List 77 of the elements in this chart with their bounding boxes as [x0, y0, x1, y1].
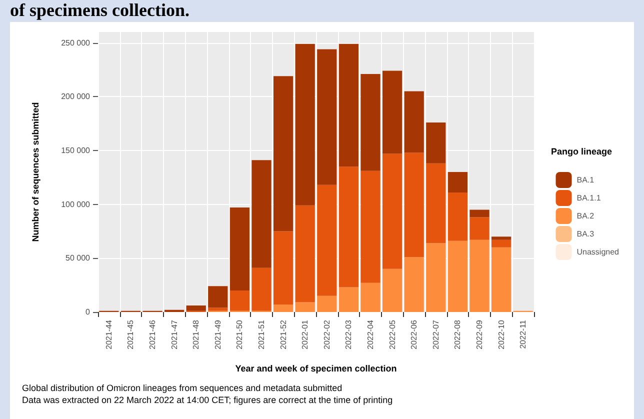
bar — [295, 205, 315, 302]
x-axis-title: Year and week of specimen collection — [235, 364, 397, 374]
bar — [360, 170, 380, 283]
bar — [404, 91, 424, 153]
y-tick-label: 150 000 — [61, 146, 91, 155]
chart-title: of specimens collection. — [9, 0, 190, 20]
x-tick-label: 2022-10 — [496, 319, 506, 350]
bar — [273, 231, 294, 304]
x-tick-label: 2022-05 — [388, 319, 397, 350]
bar — [382, 154, 402, 269]
text: Data was extracted on 22 March 2022 at 14:00 CET; figures are correct at the time of printing — [22, 394, 394, 406]
bar — [491, 236, 512, 240]
x-tick-label: 2022-08 — [453, 319, 462, 350]
bar — [404, 152, 424, 258]
bar — [252, 160, 272, 268]
x-tick-label: 2021-48 — [192, 319, 201, 350]
text: Global distribution of Omicron lineages from sequences and metadata submitted — [22, 382, 344, 394]
bar — [295, 302, 315, 312]
x-tick-label: 2021-47 — [170, 319, 179, 350]
bar — [448, 240, 468, 312]
y-tick-label: 50 000 — [66, 254, 91, 263]
bar — [186, 306, 206, 311]
legend-label: BA.3 — [576, 230, 595, 238]
x-tick-label: 2021-49 — [213, 319, 222, 350]
legend-title: Pango lineage — [550, 146, 612, 156]
bar — [382, 268, 402, 312]
x-tick-label: 2022-02 — [322, 319, 332, 350]
legend-label: BA.1 — [576, 176, 595, 184]
bar — [273, 76, 294, 232]
bar — [382, 70, 402, 154]
bar — [230, 290, 250, 311]
x-tick-label: 2021-51 — [257, 319, 266, 350]
bar — [448, 192, 468, 241]
bar — [208, 286, 228, 308]
bar — [338, 166, 359, 288]
bar — [338, 44, 359, 167]
bar — [252, 268, 272, 311]
bar — [273, 304, 294, 312]
bar — [491, 247, 512, 312]
bar — [470, 210, 490, 218]
bar — [317, 49, 337, 185]
bar — [426, 243, 446, 312]
bar — [404, 257, 424, 312]
x-tick-label: 2021-45 — [126, 319, 136, 350]
bar — [317, 296, 337, 312]
bar — [360, 74, 380, 171]
x-tick-label: 2021-52 — [278, 319, 288, 350]
bar — [338, 287, 359, 312]
legend-label: Unassigned — [576, 248, 619, 256]
x-tick-label: 2022-04 — [366, 319, 375, 350]
bar — [448, 172, 468, 192]
bar — [470, 217, 490, 240]
bar — [426, 163, 446, 244]
x-tick-label: 2022-11 — [518, 319, 528, 349]
bar — [317, 184, 337, 296]
x-tick-label: 2022-09 — [475, 319, 484, 350]
bar — [470, 240, 490, 312]
bar — [230, 208, 250, 290]
x-tick-label: 2022-07 — [431, 319, 440, 350]
x-tick-label: 2021-44 — [104, 319, 114, 350]
bar — [208, 308, 228, 311]
legend-label: BA.2 — [576, 212, 595, 220]
bar — [491, 240, 512, 248]
x-tick-label: 2022-03 — [344, 319, 354, 350]
x-tick-label: 2022-01 — [300, 319, 310, 350]
x-tick-label: 2022-06 — [410, 319, 419, 350]
legend-label: BA.1.1 — [576, 194, 602, 202]
x-tick-label: 2021-46 — [148, 319, 157, 350]
y-tick-label: 100 000 — [61, 200, 91, 209]
bar — [295, 44, 315, 206]
x-tick-label: 2021-50 — [235, 319, 244, 350]
y-axis-title: Number of sequences submitted — [30, 102, 40, 242]
y-tick-label: 0 — [86, 308, 91, 316]
bar — [426, 122, 446, 164]
y-tick-label: 200 000 — [61, 92, 91, 102]
y-tick-label: 250 000 — [61, 38, 91, 48]
bar — [360, 282, 380, 312]
